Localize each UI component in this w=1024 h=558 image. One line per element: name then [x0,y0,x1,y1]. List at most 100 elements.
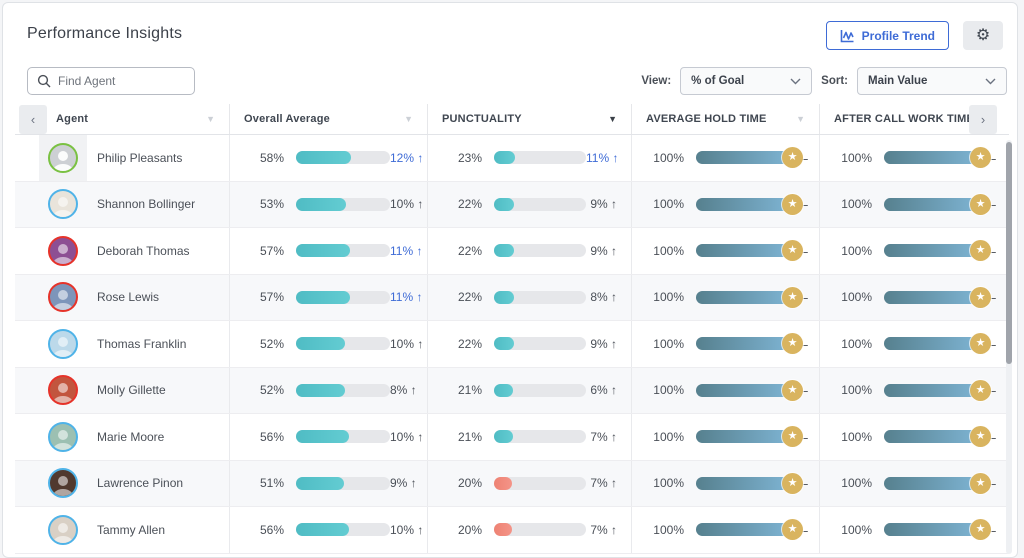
table-row[interactable]: Lawrence Pinon 51% 9% ↑ 20% 7% ↑ 100% ★ –100% ★ – [15,460,1009,507]
star-badge-icon: ★ [782,193,803,215]
table-row[interactable]: Deborah Thomas 57% 11% ↑ 22% 9% ↑ 100% ★ –100% ★… [15,228,1009,275]
after-call-work-time-progress-fill [884,244,988,258]
sort-select[interactable]: Main Value [857,67,1007,95]
page-title: Performance Insights [27,25,183,42]
punctuality-value: 22% [457,290,482,305]
sort-arrow-icon[interactable]: ▼ [404,114,413,124]
overall-average-cell: 51% 9% ↑ [229,460,427,506]
overall-average-trend: 8% ↑ [390,383,417,398]
column-header-agent[interactable]: Agent ▼ [15,104,229,134]
after-call-work-time-progress-bar: ★ [884,519,991,541]
after-call-work-time-progress-bar: ★ [884,472,991,494]
overall-average-trend: 12% ↑ [390,150,424,165]
punctuality-progress-bar [494,197,586,211]
punctuality-progress-fill [494,523,513,537]
agent-cell[interactable]: Deborah Thomas [15,228,229,274]
punctuality-value: 22% [457,336,482,351]
star-badge-icon: ★ [782,333,803,355]
sort-select-value: Main Value [868,75,928,87]
table-row[interactable]: Marie Moore 56% 10% ↑ 21% 7% ↑ 100% ★ –100% ★ – [15,414,1009,461]
column-header-punctuality[interactable]: PUNCTUALITY ▼ [427,104,631,134]
star-badge-icon: ★ [782,379,803,401]
table-row[interactable]: Rose Lewis 57% 11% ↑ 22% 8% ↑ 100% ★ –100% ★ – [15,274,1009,321]
overall-average-cell: 58% 12% ↑ [229,135,427,181]
overall-average-cell: 52% 8% ↑ [229,367,427,413]
punctuality-cell: 23% 11% ↑ [427,135,631,181]
vertical-scrollbar[interactable] [1006,140,1012,554]
after-call-work-time-value: 100% [841,243,872,258]
overall-average-cell: 53% 10% ↑ [229,181,427,227]
overall-average-progress-bar [296,476,390,490]
avatar [48,514,78,545]
table-row[interactable]: Thomas Franklin 52% 10% ↑ 22% 9% ↑ 100% ★ –100%… [15,321,1009,368]
column-header-average-hold-time[interactable]: AVERAGE HOLD TIME ▼ [631,104,819,134]
overall-average-value: 57% [259,290,284,305]
table-header: ‹ Agent ▼ Overall Average ▼ PUNCTUALITY ▼ AVER… [15,104,1009,135]
after-call-work-time-value: 100% [841,336,872,351]
sort-arrow-icon[interactable]: ▼ [608,114,617,124]
overall-average-cell: 56% 10% ↑ [229,507,427,553]
punctuality-progress-fill [494,476,513,490]
average-hold-time-progress-bar: ★ [696,426,803,448]
avatar [48,375,78,406]
average-hold-time-trend: – [800,475,808,492]
after-call-work-time-progress-fill [884,430,988,444]
sort-arrow-icon[interactable]: ▼ [796,114,805,124]
punctuality-trend: 9% ↑ [590,336,617,351]
after-call-work-time-value: 100% [841,429,872,444]
overall-average-value: 53% [259,197,284,212]
sort-label: Sort: [821,75,848,87]
scroll-columns-left-button[interactable]: ‹ [19,105,47,134]
agent-cell[interactable]: Shannon Bollinger [15,182,229,228]
table-row[interactable]: Tammy Allen 56% 10% ↑ 20% 7% ↑ 100% ★ –100% ★ – [15,507,1009,554]
after-call-work-time-value: 100% [841,476,872,491]
punctuality-progress-fill [494,337,515,351]
after-call-work-time-cell: 100% ★ – [819,181,1009,227]
column-header-overall-average[interactable]: Overall Average ▼ [229,104,427,134]
trend-chart-icon [840,29,855,43]
table-row[interactable]: Molly Gillette 52% 8% ↑ 21% 6% ↑ 100% ★ –100% ★ – [15,367,1009,414]
average-hold-time-progress-bar: ★ [696,193,803,215]
overall-average-value: 52% [259,336,284,351]
after-call-work-time-cell: 100% ★ – [819,460,1009,506]
average-hold-time-value: 100% [653,522,684,537]
star-badge-icon: ★ [970,147,991,169]
table-row[interactable]: Shannon Bollinger 53% 10% ↑ 22% 9% ↑ 100% ★ –10… [15,181,1009,228]
after-call-work-time-cell: 100% ★ – [819,367,1009,413]
average-hold-time-progress-fill [696,244,800,258]
overall-average-trend: 11% ↑ [390,290,423,305]
agent-cell[interactable]: Tammy Allen [15,507,229,553]
column-header-label: PUNCTUALITY [442,113,522,125]
agent-cell[interactable]: Marie Moore [15,414,229,460]
average-hold-time-trend: – [800,289,808,306]
punctuality-cell: 22% 9% ↑ [427,228,631,274]
view-select[interactable]: % of Goal [680,67,813,95]
average-hold-time-progress-bar: ★ [696,147,803,169]
agent-cell[interactable]: Rose Lewis [15,275,229,321]
agent-cell[interactable]: Thomas Franklin [15,321,229,367]
column-header-after-call-work-time[interactable]: AFTER CALL WORK TIME ... [819,104,1009,134]
after-call-work-time-progress-fill [884,383,988,397]
table-row[interactable]: Philip Pleasants 58% 12% ↑ 23% 11% ↑ 100% ★ –10… [15,135,1009,182]
agent-cell[interactable]: Philip Pleasants [15,135,229,181]
after-call-work-time-progress-bar: ★ [884,193,991,215]
scroll-columns-right-button[interactable]: › [969,105,997,134]
avatar [48,328,78,359]
agent-cell[interactable]: Molly Gillette [15,368,229,414]
scrollbar-thumb[interactable] [1006,142,1012,364]
search-box[interactable] [27,67,213,95]
gear-icon: ⚙ [975,27,991,44]
search-input[interactable] [58,74,213,88]
settings-button[interactable]: ⚙ [963,21,1003,50]
average-hold-time-value: 100% [653,290,684,305]
sort-arrow-icon[interactable]: ▼ [206,114,215,124]
average-hold-time-progress-bar: ★ [696,286,803,308]
agent-cell[interactable]: Lawrence Pinon [15,461,229,507]
after-call-work-time-trend: – [988,242,996,259]
after-call-work-time-progress-bar: ★ [884,147,991,169]
after-call-work-time-progress-fill [884,197,988,211]
punctuality-cell: 21% 6% ↑ [427,367,631,413]
profile-trend-button[interactable]: Profile Trend [825,21,949,50]
punctuality-progress-fill [494,244,515,258]
column-header-label: Overall Average [244,113,330,125]
